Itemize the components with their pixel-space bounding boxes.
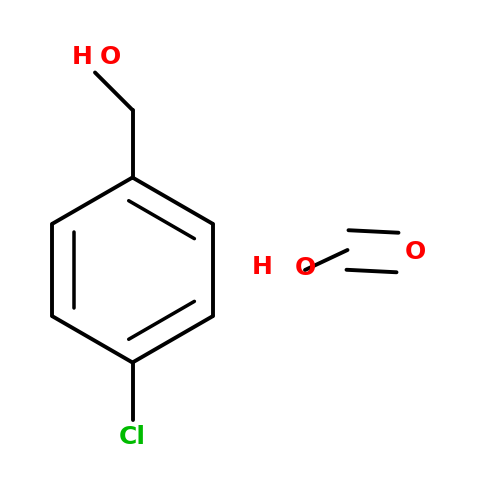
Text: H: H <box>72 44 92 68</box>
Text: O: O <box>294 256 316 280</box>
Text: H: H <box>252 256 273 280</box>
Text: O: O <box>100 46 121 70</box>
Text: O: O <box>405 240 426 264</box>
Text: Cl: Cl <box>119 425 146 449</box>
